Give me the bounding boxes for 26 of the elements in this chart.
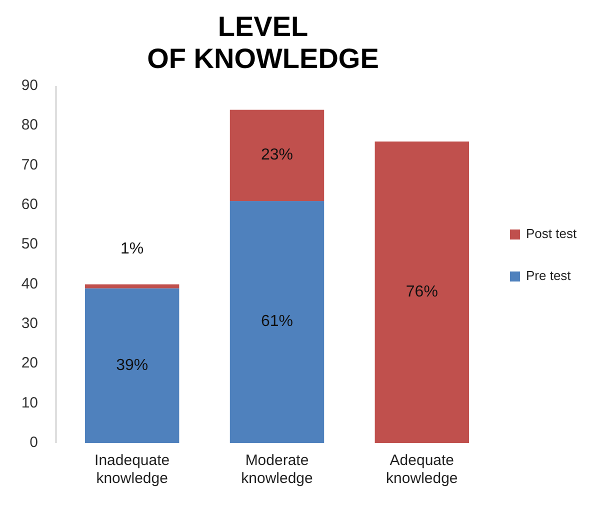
y-tick-label: 0 [30,434,38,451]
bar [84,288,180,443]
data-label: 1% [120,240,144,258]
x-tick-label: Adequate knowledge [386,452,458,487]
data-label: 76% [406,283,438,300]
y-tick-label: 30 [21,314,38,332]
data-label: 61% [260,313,294,330]
x-tick-label: Inadequate knowledge [94,452,170,487]
y-tick-label: 60 [21,196,38,213]
bar [84,284,180,288]
bar [374,142,470,443]
y-tick-label: 40 [21,275,38,292]
bar [230,110,324,202]
y-tick-label: 20 [21,354,38,372]
legend-label: Pre test [526,268,572,283]
y-tick-label: 10 [21,394,38,412]
x-tick-label: Moderate knowledge [241,452,313,487]
y-tick-label: 50 [21,236,38,253]
bar [230,201,324,443]
data-label: 39% [116,356,148,374]
chart-title: LEVEL OF KNOWLEDGE [147,11,379,74]
y-tick-label: 70 [21,156,38,174]
y-tick-label: 80 [21,116,38,134]
y-tick-label: 90 [21,76,38,94]
data-label: 23% [260,146,294,164]
legend-label: Post test [526,226,577,241]
